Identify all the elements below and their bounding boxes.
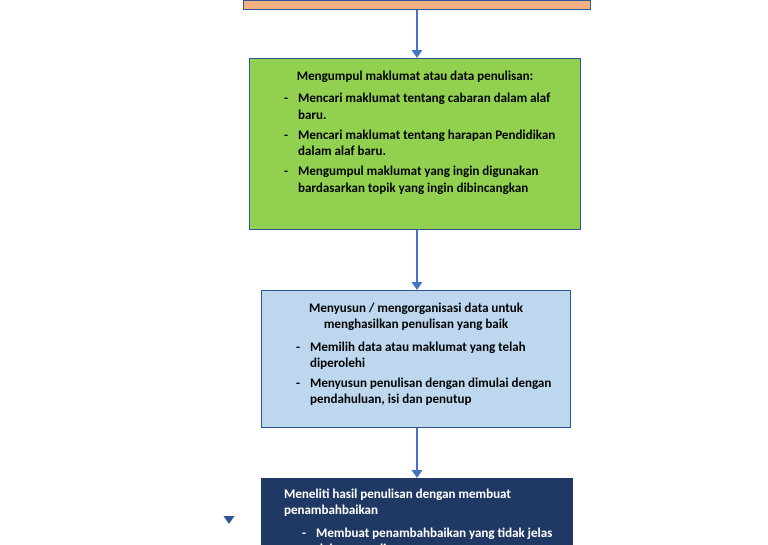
node-title: Menyusun / mengorganisasi data untuk men… (278, 301, 554, 334)
node-item-list: Mencari maklumat tentang cabaran dalam a… (266, 91, 564, 197)
node-item-list: Membuat penambahbaikan yang tidak jelas … (284, 526, 558, 545)
node-item: Membuat penambahbaikan yang tidak jelas … (302, 526, 558, 545)
flowchart-node: Meneliti hasil penulisan dengan membuat … (261, 478, 573, 545)
node-title: Meneliti hasil penulisan dengan membuat … (284, 487, 558, 520)
node-item: Menyusun penulisan dengan dimulai dengan… (296, 376, 554, 409)
node-item-list: Memilih data atau maklumat yang telah di… (278, 340, 554, 409)
node-item: Mencari maklumat tentang harapan Pendidi… (284, 128, 564, 161)
flow-arrow (407, 428, 427, 478)
flow-arrow (407, 230, 427, 290)
flowchart-stage: Mengumpul maklumat atau data penulisan: M… (0, 0, 768, 545)
stray-arrowhead (221, 516, 237, 532)
node-title: Mengumpul maklumat atau data penulisan: (266, 69, 564, 85)
flowchart-node: Mengumpul maklumat atau data penulisan: M… (249, 58, 581, 230)
node-item: Mencari maklumat tentang cabaran dalam a… (284, 91, 564, 124)
flowchart-node (243, 0, 591, 10)
node-item: Memilih data atau maklumat yang telah di… (296, 340, 554, 373)
node-item: Mengumpul maklumat yang ingin digunakan … (284, 164, 564, 197)
flowchart-node: Menyusun / mengorganisasi data untuk men… (261, 290, 571, 428)
flow-arrow (407, 10, 427, 58)
